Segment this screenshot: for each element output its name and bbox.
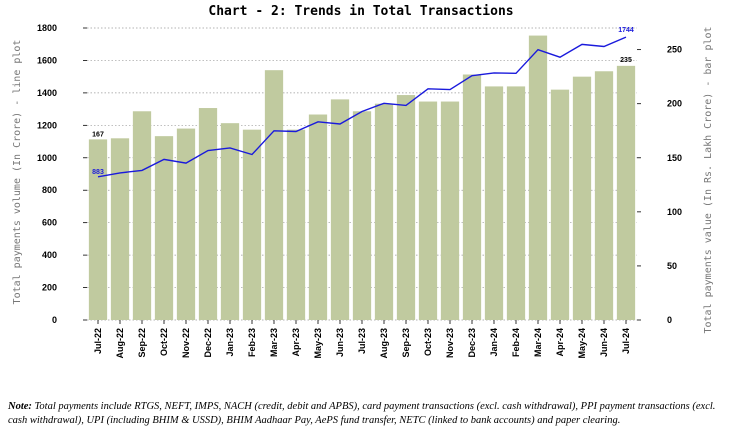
bar-data-label: 235 xyxy=(620,57,632,64)
x-tick-label: Mar-24 xyxy=(533,328,543,357)
x-tick-label: Jan-24 xyxy=(489,328,499,357)
bar xyxy=(528,35,548,320)
bar-data-label: 167 xyxy=(92,131,104,138)
x-tick-label: Sep-23 xyxy=(401,328,411,358)
bar xyxy=(330,99,350,320)
bar xyxy=(242,129,262,320)
y-left-tick-label: 1400 xyxy=(37,88,57,98)
x-tick-label: Apr-24 xyxy=(555,328,565,357)
axes: 0 200 400 600 800 1000 1200 1400 1600 1800 0 50 100 1… xyxy=(37,23,682,359)
bar xyxy=(418,101,438,320)
x-tick-label: Oct-23 xyxy=(423,328,433,356)
y-right-tick-label: 250 xyxy=(667,45,682,55)
line-data-label: 1744 xyxy=(618,27,634,34)
x-tick-label: Mar-23 xyxy=(269,328,279,357)
x-tick-label: Apr-23 xyxy=(291,328,301,357)
note-prefix: Note: xyxy=(8,401,32,412)
bar xyxy=(352,111,372,320)
x-tick-label: Jul-24 xyxy=(621,328,631,354)
x-tick-label: Aug-23 xyxy=(379,328,389,359)
y-right-tick-label: 100 xyxy=(667,207,682,217)
trend-chart: Chart - 2: Trends in Total Transactions … xyxy=(12,4,714,359)
data-labels: 167 235 883 1744 xyxy=(92,27,634,176)
bar-series xyxy=(88,35,636,321)
y-right-tick-label: 0 xyxy=(667,315,672,325)
y-right-tick-label: 200 xyxy=(667,99,682,109)
bar xyxy=(616,65,636,320)
x-tick-label: Jul-23 xyxy=(357,328,367,354)
bar xyxy=(198,108,218,320)
x-tick-label: Dec-22 xyxy=(203,328,213,358)
y-right-tick-label: 50 xyxy=(667,261,677,271)
y-left-tick-label: 1000 xyxy=(37,153,57,163)
note-text: Total payments include RTGS, NEFT, IMPS,… xyxy=(8,401,716,426)
bar xyxy=(220,123,240,320)
bar xyxy=(110,138,130,320)
x-tick-label: Jun-23 xyxy=(335,328,345,357)
x-tick-label: Feb-23 xyxy=(247,328,257,357)
bar xyxy=(484,86,504,321)
y-right-tick-label: 150 xyxy=(667,153,682,163)
footnote: Note: Total payments include RTGS, NEFT,… xyxy=(8,400,728,427)
x-tick-label: Nov-22 xyxy=(181,328,191,358)
bar xyxy=(594,71,614,320)
x-tick-label: May-23 xyxy=(313,328,323,359)
x-tick-label: Sep-22 xyxy=(137,328,147,358)
y-left-tick-label: 1600 xyxy=(37,55,57,65)
bar xyxy=(506,86,526,321)
x-tick-label: Jul-22 xyxy=(93,328,103,354)
bar xyxy=(572,76,592,321)
x-tick-label: Dec-23 xyxy=(467,328,477,358)
y-right-axis-label: Total payments value (In Rs. Lakh Crore)… xyxy=(703,26,714,333)
x-tick-label: Jun-24 xyxy=(599,328,609,357)
line-path xyxy=(97,36,627,178)
bar xyxy=(440,101,460,320)
y-left-axis-label: Total payments volume (In Crore) - line … xyxy=(12,40,23,305)
x-tick-label: Feb-24 xyxy=(511,328,521,357)
y-left-tick-label: 0 xyxy=(52,315,57,325)
bar xyxy=(154,136,174,320)
bar xyxy=(176,128,196,320)
bar xyxy=(132,111,152,320)
x-tick-label: May-24 xyxy=(577,328,587,359)
bar xyxy=(308,114,328,320)
line-data-label: 883 xyxy=(92,169,104,176)
y-left-tick-label: 1800 xyxy=(37,23,57,33)
y-left-tick-label: 1200 xyxy=(37,120,57,130)
bar xyxy=(462,74,482,321)
bar xyxy=(286,129,306,320)
bar xyxy=(396,95,416,320)
bar xyxy=(374,103,394,320)
x-tick-label: Aug-22 xyxy=(115,328,125,359)
line-series xyxy=(97,36,627,178)
chart-title: Chart - 2: Trends in Total Transactions xyxy=(208,4,513,19)
x-tick-label: Nov-23 xyxy=(445,328,455,358)
x-tick-label: Jan-23 xyxy=(225,328,235,357)
y-left-tick-label: 600 xyxy=(42,218,57,228)
bar xyxy=(88,139,108,320)
bar xyxy=(264,70,284,320)
bar xyxy=(550,89,570,321)
x-tick-label: Oct-22 xyxy=(159,328,169,356)
y-left-tick-label: 400 xyxy=(42,250,57,260)
y-left-tick-label: 800 xyxy=(42,185,57,195)
y-left-tick-label: 200 xyxy=(42,283,57,293)
